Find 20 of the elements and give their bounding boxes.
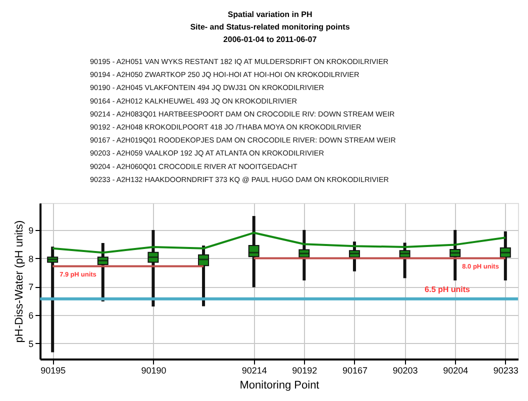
chart-title: Spatial variation in PH <box>228 10 312 19</box>
x-tick-label: 90233 <box>493 366 518 376</box>
ref-line-label: 6.5 pH units <box>424 284 471 294</box>
x-tick-label: 90167 <box>342 366 368 376</box>
x-tick-label: 90203 <box>392 366 418 376</box>
x-tick-label: 90214 <box>242 366 267 376</box>
line-series <box>52 232 506 254</box>
x-axis-title: Monitoring Point <box>240 380 320 392</box>
x-tick-label: 90192 <box>292 366 318 376</box>
text: Site- and Status-related monitoring points <box>190 22 350 32</box>
y-axis-title: pH-Diss-Water (pH units) <box>13 220 26 343</box>
y-tick-label: 8 <box>28 254 34 264</box>
x-tick-label: 90195 <box>40 366 66 376</box>
y-tick-label: 5 <box>28 338 34 349</box>
y-tick-label: 7 <box>28 282 34 292</box>
text: 2006-01-04 to 2011-06-07 <box>223 35 317 44</box>
x-tick-label: 90190 <box>141 366 166 376</box>
y-tick-label: 9 <box>28 225 34 236</box>
x-tick-label: 90204 <box>443 366 468 376</box>
y-tick-label: 6 <box>28 310 34 321</box>
